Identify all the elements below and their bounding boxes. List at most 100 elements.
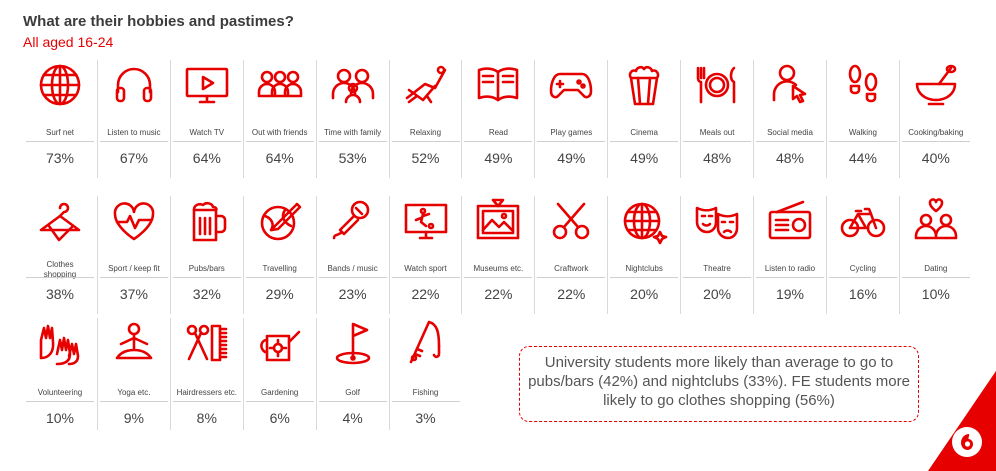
hobby-cell: Out with friends 64% <box>242 60 316 178</box>
hobby-percentage: 40% <box>921 150 950 166</box>
hobby-label: Volunteering <box>37 388 83 397</box>
hobby-cell: Volunteering 10% <box>24 318 96 430</box>
hobby-divider <box>26 277 94 278</box>
hobby-label: Cinema <box>630 128 658 137</box>
hobby-percentage: 48% <box>703 150 732 166</box>
insight-note: University students more likely than ave… <box>519 346 919 422</box>
hobby-divider <box>391 401 460 402</box>
hobby-cell: Cycling 16% <box>825 196 899 314</box>
hobby-label: Sport / keep fit <box>108 264 160 273</box>
hobby-percentage: 19% <box>775 286 805 302</box>
hobby-label: Walking <box>848 128 877 137</box>
vodafone-logo-icon <box>952 427 982 457</box>
hobby-percentage: 8% <box>196 410 217 426</box>
hobby-label: Listen to music <box>107 128 161 137</box>
hobby-label: Listen to radio <box>764 264 816 273</box>
hobby-percentage: 49% <box>630 150 659 166</box>
hobby-cell: Golf 4% <box>315 318 389 430</box>
hobby-percentage: 52% <box>411 150 440 166</box>
hobby-cell: Meals out 48% <box>680 60 753 178</box>
hobby-cell: Pubs/bars 32% <box>169 196 243 314</box>
hobby-cell: Surf net 73% <box>24 60 96 178</box>
hobby-cell: Listen to music 67% <box>96 60 170 178</box>
hobby-percentage: 22% <box>484 286 513 302</box>
hobby-divider <box>610 277 679 278</box>
hobby-label: Relaxing <box>409 128 442 137</box>
hobby-cell: Cooking/baking 40% <box>898 60 972 178</box>
hobby-label: Play games <box>550 128 593 137</box>
hobby-label: Bands / music <box>327 264 378 273</box>
hobby-label: Dating <box>924 264 948 273</box>
hobby-label: Cooking/baking <box>908 128 964 137</box>
hobby-label: Hairdressers etc. <box>176 388 238 397</box>
hobby-label: Watch TV <box>189 128 225 137</box>
hobby-cell: Nightclubs 20% <box>607 196 680 314</box>
hobby-label: Clothes shopping <box>43 260 77 279</box>
hobby-divider <box>245 277 314 278</box>
hobby-divider <box>318 141 387 142</box>
hobby-cell: Watch sport 22% <box>388 196 462 314</box>
hobby-divider <box>683 277 752 278</box>
hobby-divider <box>610 141 679 142</box>
hobby-divider <box>464 277 533 278</box>
hobby-label: Social media <box>767 128 813 137</box>
hobby-percentage: 44% <box>848 150 877 166</box>
hobby-divider <box>172 401 241 402</box>
hobby-label: Pubs/bars <box>188 264 225 273</box>
hobby-label: Travelling <box>262 264 297 273</box>
hobby-label: Nightclubs <box>625 264 663 273</box>
hobby-divider <box>318 401 387 402</box>
hobby-percentage: 64% <box>265 150 294 166</box>
hobby-cell: Time with family 53% <box>315 60 389 178</box>
hobby-cell: Play games 49% <box>534 60 607 178</box>
hobby-percentage: 22% <box>557 286 586 302</box>
hobby-divider <box>391 141 460 142</box>
hobby-percentage: 73% <box>45 150 75 166</box>
hobby-percentage: 38% <box>45 286 75 302</box>
hobby-divider <box>828 277 897 278</box>
hobby-percentage: 16% <box>848 286 877 302</box>
hobby-divider <box>99 401 168 402</box>
hobby-percentage: 48% <box>775 150 805 166</box>
hobby-label: Cycling <box>849 264 876 273</box>
hobby-divider <box>901 277 970 278</box>
hobby-label: Surf net <box>45 128 74 137</box>
hobby-cell: Cinema 49% <box>607 60 680 178</box>
hobby-divider <box>683 141 752 142</box>
hobby-cell: Theatre 20% <box>680 196 753 314</box>
hobby-label: Yoga etc. <box>117 388 151 397</box>
hobby-divider <box>172 277 241 278</box>
hobby-label: Watch sport <box>404 264 447 273</box>
hobby-percentage: 37% <box>119 286 148 302</box>
hobby-percentage: 4% <box>342 410 363 426</box>
hobby-percentage: 53% <box>338 150 367 166</box>
hobby-divider <box>318 277 387 278</box>
hobby-percentage: 9% <box>123 410 144 426</box>
hobby-percentage: 6% <box>269 410 290 426</box>
hobby-divider <box>99 277 168 278</box>
hobby-label: Golf <box>345 388 360 397</box>
hobby-divider <box>172 141 241 142</box>
hobby-cell: Clothes shopping 38% <box>24 196 96 314</box>
hobby-cell: Listen to radio 19% <box>753 196 826 314</box>
hobby-cell: Walking 44% <box>825 60 899 178</box>
hobby-cell: Social media 48% <box>753 60 826 178</box>
hobby-divider <box>26 401 94 402</box>
hobby-divider <box>99 141 168 142</box>
hobby-percentage: 20% <box>630 286 659 302</box>
hobby-percentage: 20% <box>703 286 732 302</box>
hobby-cell: Gardening 6% <box>242 318 316 430</box>
hobby-divider <box>537 141 606 142</box>
hobby-divider <box>537 277 606 278</box>
hobby-label: Out with friends <box>251 128 308 137</box>
hobby-cell: Fishing 3% <box>388 318 462 430</box>
hobby-cell: Read 49% <box>461 60 534 178</box>
hobby-cell: Watch TV 64% <box>169 60 243 178</box>
hobby-percentage: 67% <box>119 150 148 166</box>
hobby-divider <box>756 141 824 142</box>
brand-corner <box>928 371 996 471</box>
hobby-percentage: 29% <box>265 286 294 302</box>
hobby-percentage: 10% <box>45 410 75 426</box>
hobby-label: Fishing <box>412 388 439 397</box>
hobby-label: Craftwork <box>554 264 589 273</box>
